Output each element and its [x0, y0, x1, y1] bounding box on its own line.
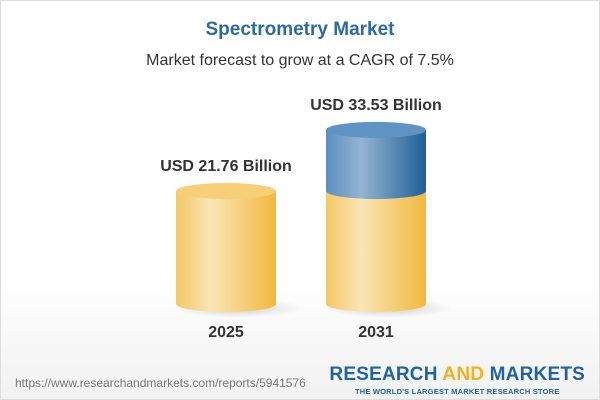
- data-label-2031: USD 33.53 Billion: [310, 97, 442, 114]
- cylinder-base-2025-top: [176, 183, 276, 199]
- research-and-markets-logo[interactable]: RESEARCH AND MARKETS THE WORLD'S LARGEST…: [329, 364, 585, 397]
- chart-subtitle: Market forecast to grow at a CAGR of 7.5…: [146, 52, 454, 69]
- cylinder-base-2025-body: [176, 191, 276, 312]
- category-label-2025: 2025: [208, 324, 244, 341]
- logo-text-markets: MARKETS: [484, 364, 585, 385]
- cylinder-base-2031-body: [326, 191, 426, 312]
- cylinder-chart: USD 21.76 Billion 2025 USD 33.53 Billion 20…: [160, 97, 452, 341]
- data-label-2025: USD 21.76 Billion: [160, 158, 292, 175]
- logo-text-and: AND: [442, 364, 485, 385]
- chart-title: Spectrometry Market: [205, 19, 395, 40]
- logo-tagline: THE WORLD'S LARGEST MARKET RESEARCH STOR…: [354, 387, 560, 396]
- logo-text-research: RESEARCH: [329, 364, 443, 385]
- report-url-link[interactable]: https://www.researchandmarkets.com/repor…: [15, 376, 306, 390]
- cylinder-growth-2031-body: [326, 129, 426, 199]
- cylinder-growth-2031-top: [326, 121, 426, 138]
- category-label-2031: 2031: [358, 324, 394, 341]
